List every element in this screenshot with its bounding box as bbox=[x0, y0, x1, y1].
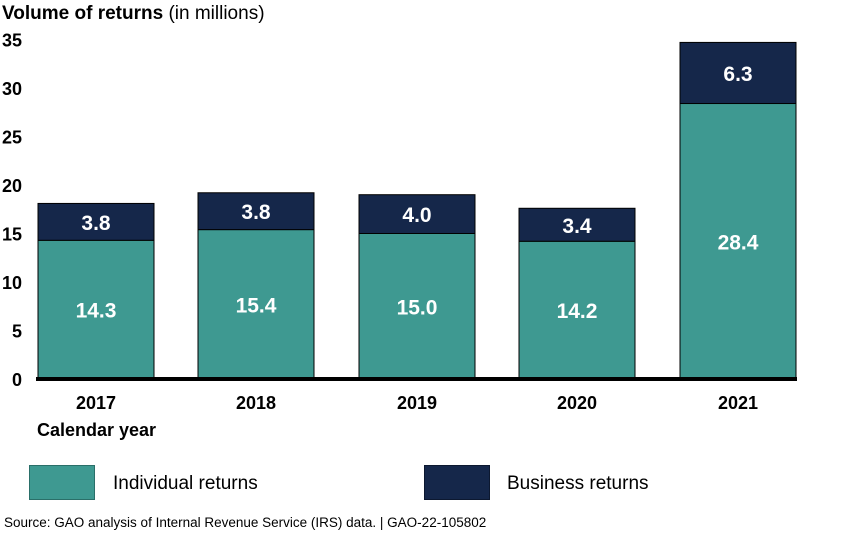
chart-title-unit: (in millions) bbox=[168, 3, 265, 24]
legend-swatch-individual bbox=[29, 465, 95, 500]
data-label-business-2020: 3.4 bbox=[562, 215, 592, 238]
bar-business-2019 bbox=[358, 194, 476, 234]
y-tick-label: 0 bbox=[12, 370, 22, 390]
data-label-business-2017: 3.8 bbox=[81, 212, 111, 235]
x-tick-label-2017: 2017 bbox=[76, 393, 116, 413]
data-label-business-2021: 6.3 bbox=[723, 63, 752, 86]
data-label-business-2018: 3.8 bbox=[241, 201, 271, 224]
data-label-individual-2017: 14.3 bbox=[76, 300, 117, 323]
bar-individual-2018 bbox=[197, 229, 315, 380]
bar-business-2021 bbox=[679, 41, 797, 105]
bar-business-2017 bbox=[37, 202, 155, 241]
chart-title: Volume of returns (in millions) bbox=[2, 2, 265, 26]
x-tick-label-2021: 2021 bbox=[718, 393, 758, 413]
x-axis-title: Calendar year bbox=[37, 420, 157, 440]
source-note: Source: GAO analysis of Internal Revenue… bbox=[4, 515, 487, 530]
y-tick-label: 15 bbox=[2, 225, 22, 245]
bar-business-2020 bbox=[518, 207, 636, 242]
y-tick-label: 20 bbox=[2, 176, 22, 196]
bar-individual-2021 bbox=[679, 103, 797, 380]
data-label-individual-2019: 15.0 bbox=[397, 296, 438, 319]
legend-label-individual: Individual returns bbox=[113, 473, 258, 494]
legend-swatch-business bbox=[424, 465, 490, 500]
x-tick-label-2018: 2018 bbox=[236, 393, 276, 413]
bar-individual-2017 bbox=[37, 239, 155, 380]
bar-business-2018 bbox=[197, 192, 315, 231]
y-tick-label: 5 bbox=[12, 322, 22, 342]
data-label-business-2019: 4.0 bbox=[402, 204, 431, 227]
data-label-individual-2021: 28.4 bbox=[718, 231, 759, 254]
y-tick-label: 25 bbox=[2, 128, 22, 148]
x-tick-label-2019: 2019 bbox=[397, 393, 437, 413]
legend-label-business: Business returns bbox=[507, 473, 649, 494]
bar-individual-2020 bbox=[518, 240, 636, 380]
y-tick-label: 10 bbox=[2, 273, 22, 293]
y-tick-label: 30 bbox=[2, 79, 22, 99]
data-label-individual-2018: 15.4 bbox=[236, 294, 277, 317]
y-tick-label: 35 bbox=[2, 31, 22, 51]
data-label-individual-2020: 14.2 bbox=[557, 300, 598, 323]
x-tick-label-2020: 2020 bbox=[557, 393, 597, 413]
chart-title-main: Volume of returns bbox=[2, 3, 164, 24]
